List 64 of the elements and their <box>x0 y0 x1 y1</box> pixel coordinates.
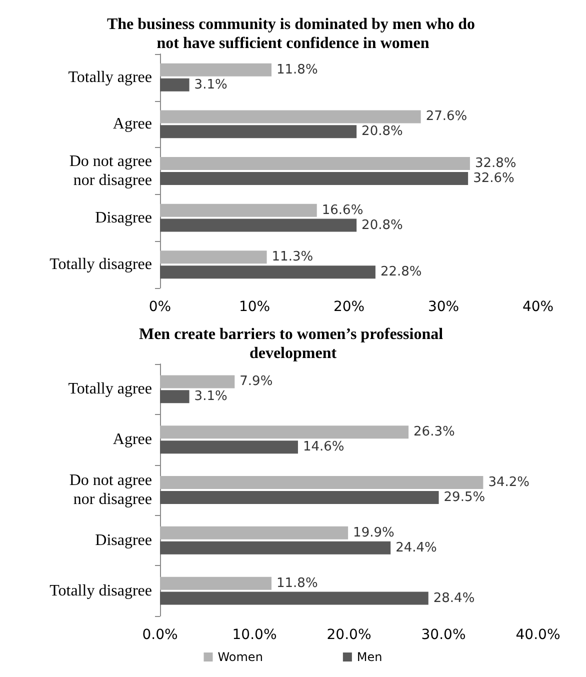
bar <box>160 440 298 454</box>
x-tick-label: 10.0% <box>232 627 277 643</box>
bar <box>160 110 421 124</box>
bar <box>160 125 357 138</box>
data-label: 3.1% <box>194 389 228 404</box>
data-label: 14.6% <box>302 440 344 455</box>
bar <box>160 526 348 540</box>
y-tick-label: Totally agree <box>68 380 152 398</box>
x-tick-label: 10% <box>238 299 270 315</box>
y-tick-label: Totally disagree <box>50 256 152 274</box>
y-tick-label: Totally disagree <box>50 582 152 600</box>
bar <box>160 390 190 404</box>
bar <box>160 490 439 504</box>
data-label: 3.1% <box>194 77 228 92</box>
x-tick-label: 0% <box>148 299 172 315</box>
x-tick-label: 20.0% <box>326 627 372 643</box>
chart-title: Men create barriers to women’s professional development <box>138 326 448 362</box>
legend-label: Men <box>356 650 382 664</box>
x-tick-label: 20% <box>333 299 365 315</box>
bar <box>160 266 376 279</box>
bar <box>160 476 484 490</box>
data-label: 26.3% <box>414 424 455 440</box>
bar <box>160 78 190 92</box>
data-label: 11.8% <box>276 62 318 78</box>
x-tick-label: 40% <box>522 299 554 315</box>
data-label: 29.5% <box>444 490 486 505</box>
y-tick-label: Do not agree nor disagree <box>69 472 152 508</box>
bar <box>160 426 409 439</box>
legend-label: Women <box>218 650 263 664</box>
data-label: 28.4% <box>433 590 475 606</box>
data-label: 16.6% <box>322 202 364 218</box>
y-tick-label: Disagree <box>95 532 152 549</box>
data-label: 20.8% <box>362 124 403 140</box>
y-tick-label: Disagree <box>95 209 152 226</box>
data-label: 19.9% <box>353 525 394 540</box>
bar <box>160 541 391 554</box>
bar <box>160 204 317 217</box>
bar <box>160 63 272 76</box>
bar <box>160 218 357 232</box>
bar <box>160 375 235 388</box>
y-tick-label: Agree <box>112 116 152 133</box>
data-label: 7.9% <box>240 374 273 390</box>
y-tick-label: Do not agree nor disagree <box>69 153 152 189</box>
bar <box>160 172 468 185</box>
chart-title: The business community is dominated by men who do not have sufficient confidence in women <box>106 16 480 52</box>
data-label: 34.2% <box>488 475 530 490</box>
bar <box>160 250 267 264</box>
data-label: 27.6% <box>426 109 468 124</box>
data-label: 11.8% <box>276 576 318 591</box>
data-label: 11.3% <box>272 250 314 265</box>
x-tick-label: 30.0% <box>421 627 466 643</box>
x-tick-label: 30% <box>428 299 460 315</box>
bar <box>160 592 428 605</box>
bar <box>160 576 272 590</box>
data-label: 32.8% <box>474 156 516 172</box>
data-label: 22.8% <box>380 264 422 280</box>
data-label: 20.8% <box>362 218 403 233</box>
y-tick-label: Totally agree <box>68 68 152 86</box>
x-tick-label: 40.0% <box>516 627 560 643</box>
data-label: 24.4% <box>396 540 437 556</box>
y-tick-label: Agree <box>112 431 152 448</box>
x-tick-label: 0.0% <box>142 627 178 643</box>
bar <box>160 157 470 170</box>
data-label: 32.6% <box>473 170 514 186</box>
